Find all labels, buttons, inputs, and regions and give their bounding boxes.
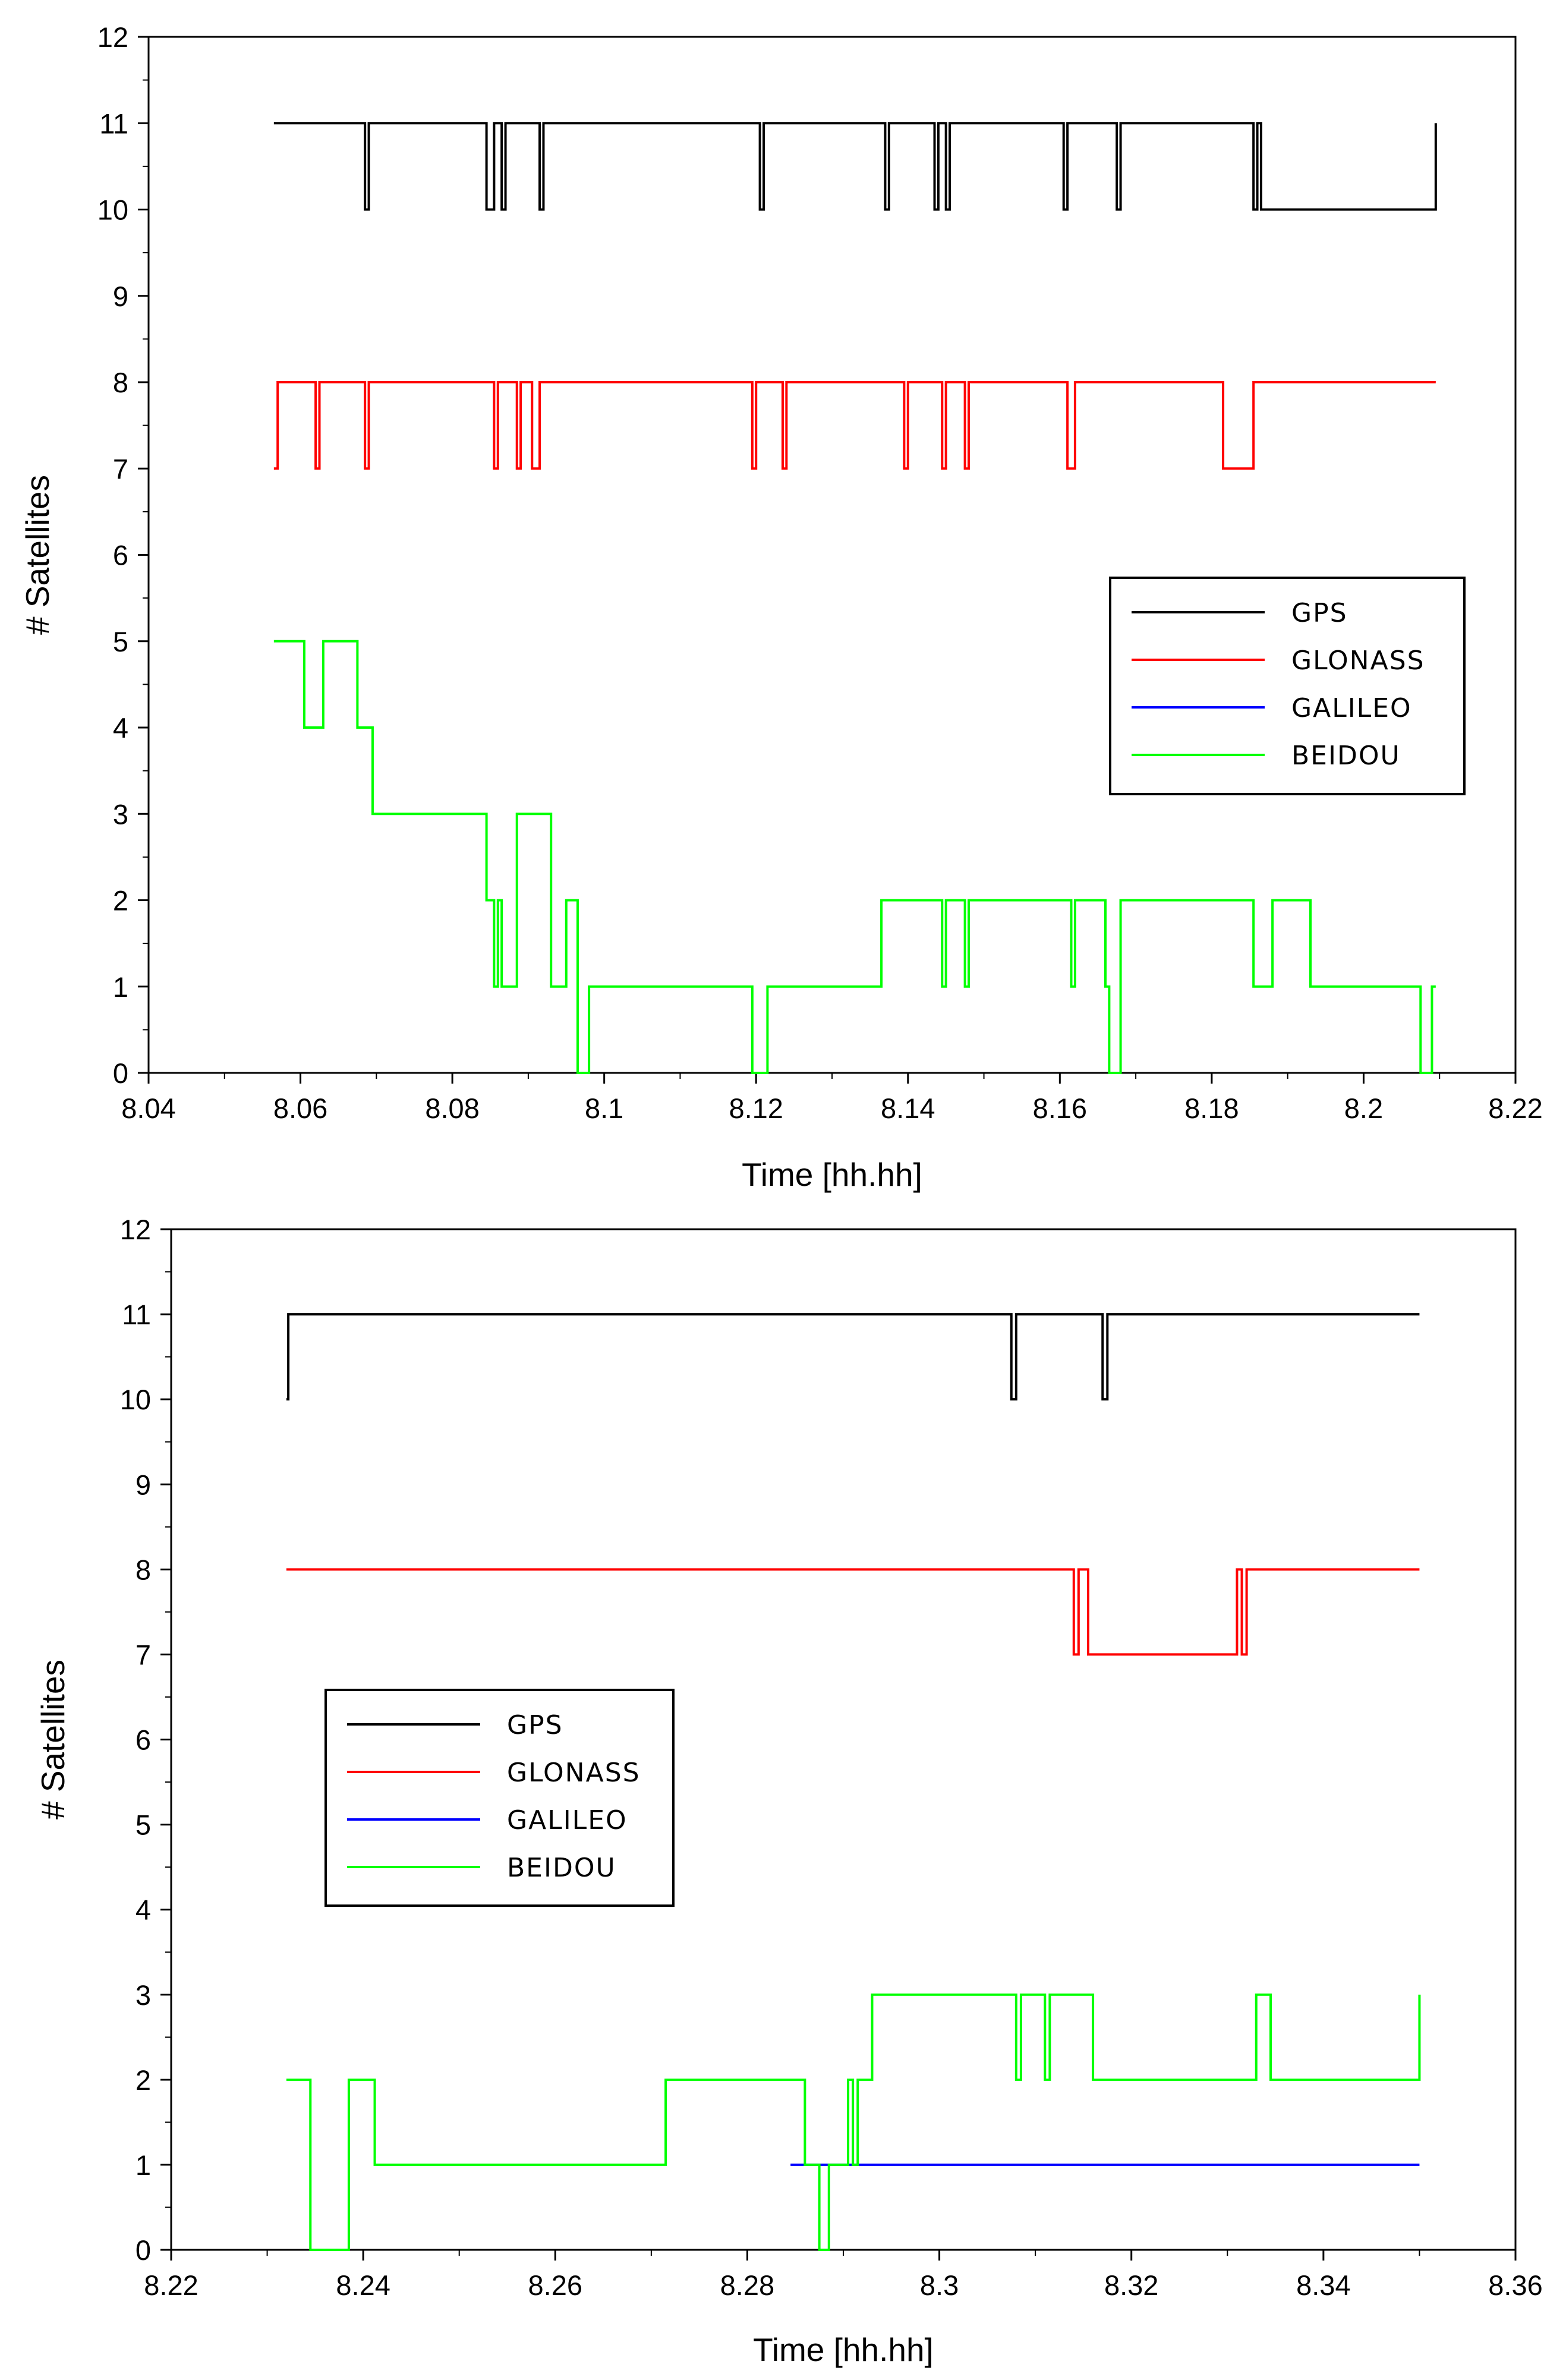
y-tick-label: 8 <box>113 367 128 398</box>
y-tick-label: 6 <box>136 1724 151 1756</box>
x-tick-label: 8.1 <box>585 1093 623 1124</box>
y-tick-label: 11 <box>99 108 128 139</box>
x-tick-label: 8.26 <box>528 2269 582 2301</box>
x-tick-label: 8.22 <box>1488 1093 1542 1124</box>
y-tick-label: 4 <box>113 712 128 744</box>
y-tick-label: 0 <box>113 1057 128 1089</box>
y-tick-label: 5 <box>136 1809 151 1841</box>
y-tick-label: 5 <box>113 626 128 657</box>
x-tick-label: 8.16 <box>1033 1093 1087 1124</box>
x-tick-label: 8.14 <box>881 1093 935 1124</box>
series-line-gps <box>273 122 1437 211</box>
y-tick-label: 12 <box>97 21 128 53</box>
legend-label-gps: GPS <box>1291 598 1348 628</box>
legend-label-beidou: BEIDOU <box>1291 741 1401 771</box>
y-tick-label: 7 <box>113 453 128 484</box>
legend-label-beidou: BEIDOU <box>507 1853 616 1883</box>
y-tick-label: 10 <box>120 1384 151 1415</box>
legend-box <box>1109 577 1466 795</box>
x-tick-label: 8.12 <box>729 1093 783 1124</box>
legend-label-glonass: GLONASS <box>507 1758 641 1788</box>
y-tick-label: 8 <box>136 1554 151 1585</box>
x-tick-label: 8.32 <box>1104 2269 1158 2301</box>
y-tick-label: 4 <box>136 1894 151 1926</box>
y-tick-label: 3 <box>136 1979 151 2011</box>
x-tick-label: 8.22 <box>144 2269 198 2301</box>
series-line-glonass <box>286 1568 1420 1656</box>
y-tick-label: 3 <box>113 798 128 830</box>
y-tick-label: 12 <box>120 1214 151 1245</box>
y-tick-label: 11 <box>122 1299 151 1330</box>
x-tick-label: 8.36 <box>1488 2269 1542 2301</box>
legend-label-gps: GPS <box>507 1710 563 1740</box>
series-line-glonass <box>273 381 1436 470</box>
y-tick-label: 10 <box>97 194 128 226</box>
chart-panel-2: 8.22 8.24 8.26 8.28 8.3 8.32 8.34 8.36012345678… <box>34 1214 1543 2368</box>
x-axis-title: Time [hh.hh] <box>753 2331 934 2368</box>
legend-label-galileo: GALILEO <box>507 1805 628 1836</box>
x-tick-label: 8.28 <box>720 2269 774 2301</box>
y-tick-label: 1 <box>113 971 128 1003</box>
y-tick-label: 7 <box>136 1639 151 1670</box>
legend-box <box>324 1689 675 1907</box>
series-line-beidou <box>286 1993 1421 2251</box>
x-tick-label: 8.18 <box>1184 1093 1239 1124</box>
y-tick-label: 9 <box>136 1469 151 1500</box>
x-tick-label: 8.2 <box>1344 1093 1383 1124</box>
x-tick-label: 8.24 <box>336 2269 390 2301</box>
x-tick-label: 8.06 <box>273 1093 327 1124</box>
y-tick-label: 2 <box>136 2064 151 2096</box>
x-tick-label: 8.3 <box>920 2269 959 2301</box>
legend: GPS GLONASS GALILEO BEIDOU <box>1109 577 1466 795</box>
y-tick-label: 1 <box>136 2149 151 2181</box>
chart-panel-1: 8.04 8.06 8.08 8.1 8.12 8.14 8.16 8.18 8.2 8.22 0 1… <box>19 21 1543 1193</box>
legend: GPS GLONASS GALILEO BEIDOU <box>324 1689 675 1907</box>
y-tick-label: 6 <box>113 540 128 571</box>
y-tick-label: 2 <box>113 885 128 917</box>
legend-label-galileo: GALILEO <box>1291 693 1412 723</box>
x-tick-label: 8.04 <box>121 1093 175 1124</box>
x-tick-label: 8.34 <box>1296 2269 1350 2301</box>
series-line-gps <box>286 1313 1420 1401</box>
y-axis-title: # Satellites <box>34 1660 71 1819</box>
series-line-beidou <box>273 640 1436 1074</box>
x-axis-title: Time [hh.hh] <box>742 1156 922 1193</box>
y-axis-title: # Satellites <box>19 475 56 635</box>
legend-label-glonass: GLONASS <box>1291 646 1425 676</box>
y-tick-label: 0 <box>136 2234 151 2266</box>
x-tick-label: 8.08 <box>425 1093 479 1124</box>
y-tick-label: 9 <box>113 281 128 312</box>
